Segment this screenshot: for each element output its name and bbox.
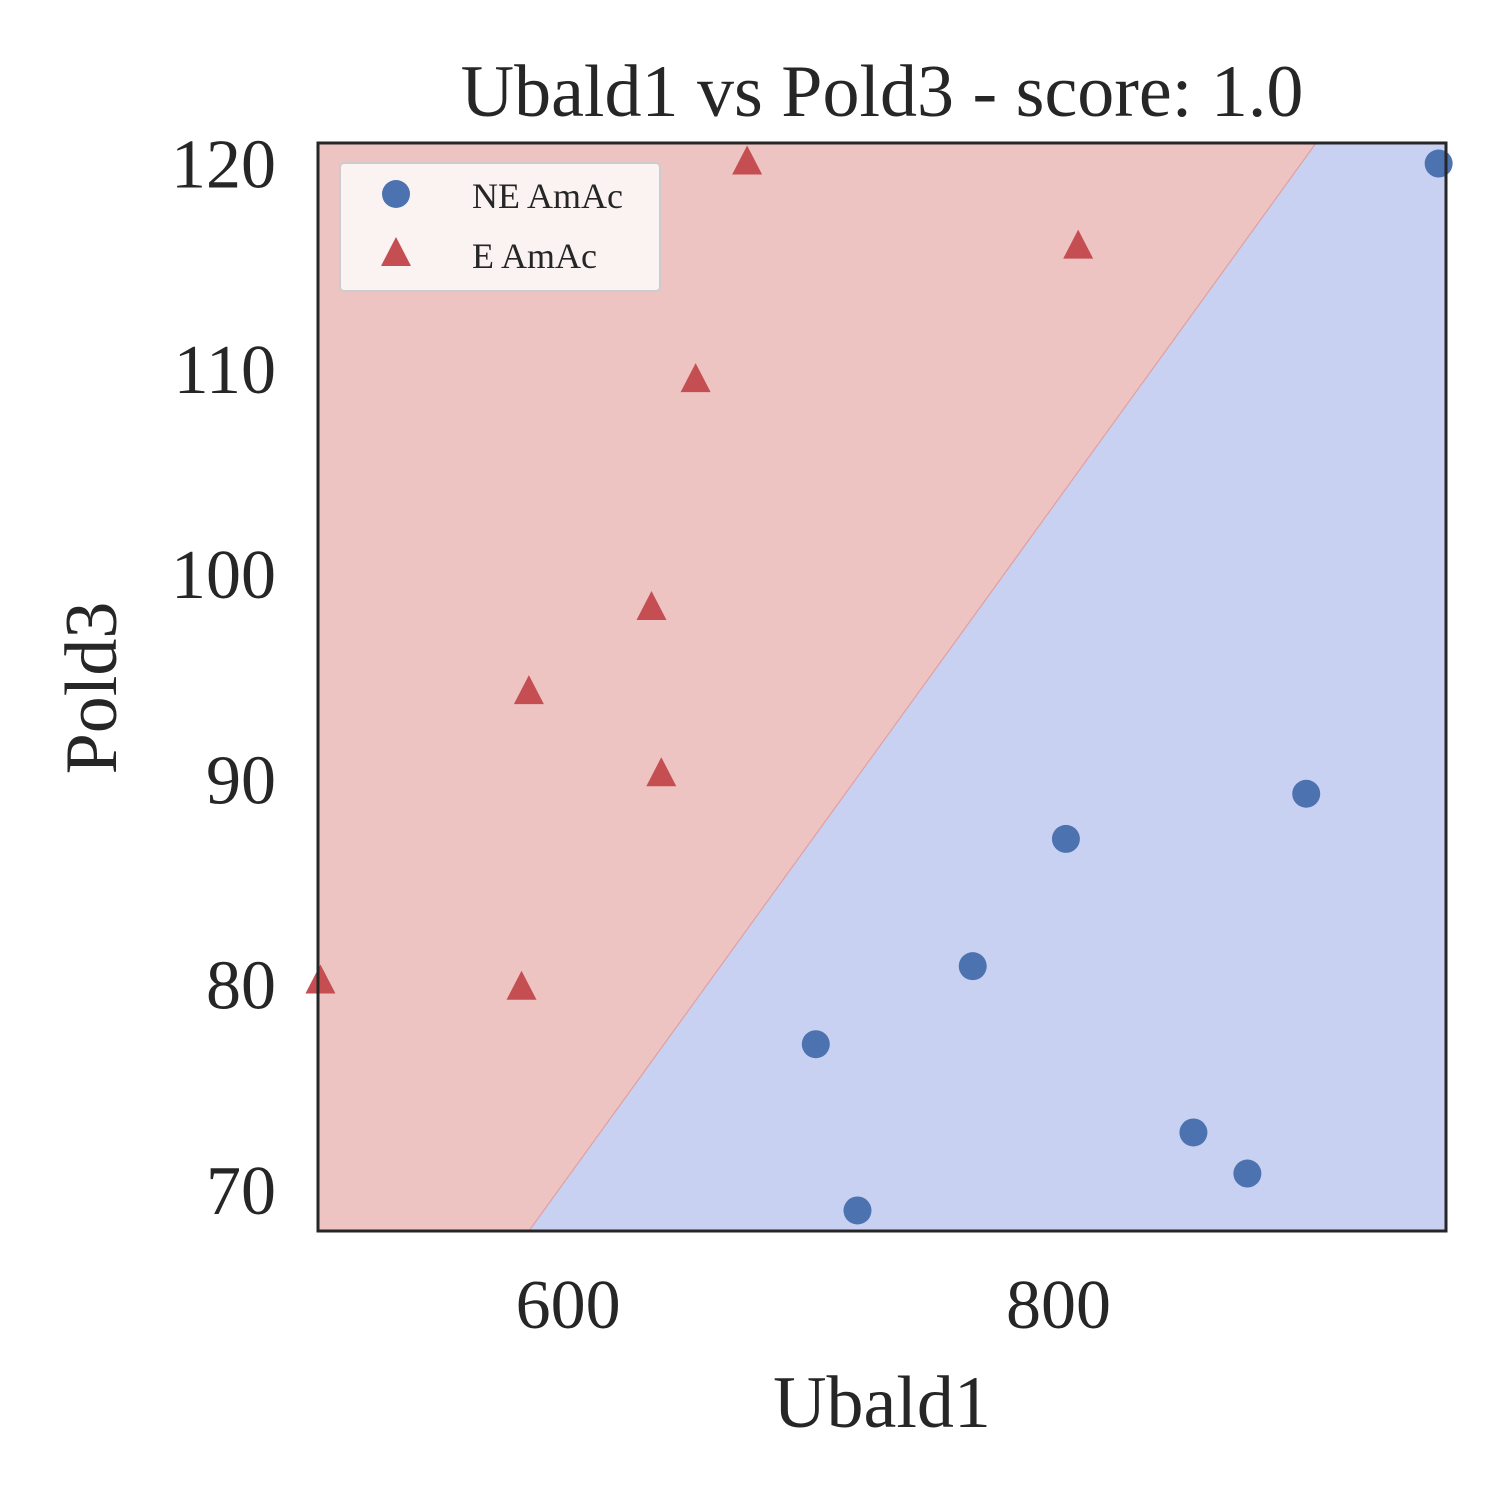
y-axis-ticks: 70 80 90 100 110 120 [171, 127, 276, 1230]
point-e-amac-1 [1063, 229, 1094, 259]
x-tick-label-600: 600 [516, 1267, 621, 1344]
plot-frame [316, 141, 1448, 1233]
y-tick-label-100: 100 [171, 537, 276, 614]
point-ne-amac-4 [801, 1030, 830, 1059]
legend-label-e-amac: E AmAc [472, 236, 597, 276]
y-tick-label-110: 110 [174, 332, 276, 409]
y-tick-label-80: 80 [206, 948, 276, 1025]
point-ne-amac-2 [1051, 824, 1080, 853]
decision-regions [318, 143, 1446, 1231]
point-ne-amac-1 [1292, 779, 1321, 808]
point-e-amac-6 [305, 964, 336, 994]
y-tick-label-70: 70 [206, 1153, 276, 1230]
legend-marker-e-amac [381, 237, 411, 266]
point-e-amac-0 [732, 145, 763, 175]
legend: NE AmAc E AmAc [339, 162, 661, 292]
point-ne-amac-6 [1179, 1118, 1208, 1147]
y-tick-label-120: 120 [171, 127, 276, 204]
point-ne-amac-5 [843, 1196, 872, 1225]
point-e-amac-2 [680, 363, 711, 393]
chart-title: Ubald1 vs Pold3 - score: 1.0 [461, 51, 1304, 133]
decision-boundary-line [528, 143, 1317, 1231]
y-tick-label-90: 90 [206, 742, 276, 819]
y-axis-label: Pold3 [51, 602, 133, 775]
point-e-amac-4 [513, 675, 544, 705]
region-e-amac [318, 143, 1317, 1231]
x-axis-label: Ubald1 [773, 1362, 991, 1444]
x-tick-label-800: 800 [1006, 1267, 1111, 1344]
plot-area [305, 141, 1453, 1233]
point-e-amac-3 [636, 590, 667, 620]
legend-box [339, 162, 661, 292]
point-e-amac-5 [646, 757, 677, 787]
point-ne-amac-7 [1233, 1159, 1262, 1188]
point-ne-amac-3 [958, 952, 987, 981]
data-points [305, 145, 1453, 1225]
point-e-amac-7 [506, 970, 537, 1000]
point-ne-amac-0 [1424, 149, 1453, 178]
x-axis-ticks: 600 800 [516, 1267, 1111, 1344]
legend-marker-ne-amac [382, 180, 410, 208]
legend-label-ne-amac: NE AmAc [472, 176, 623, 216]
